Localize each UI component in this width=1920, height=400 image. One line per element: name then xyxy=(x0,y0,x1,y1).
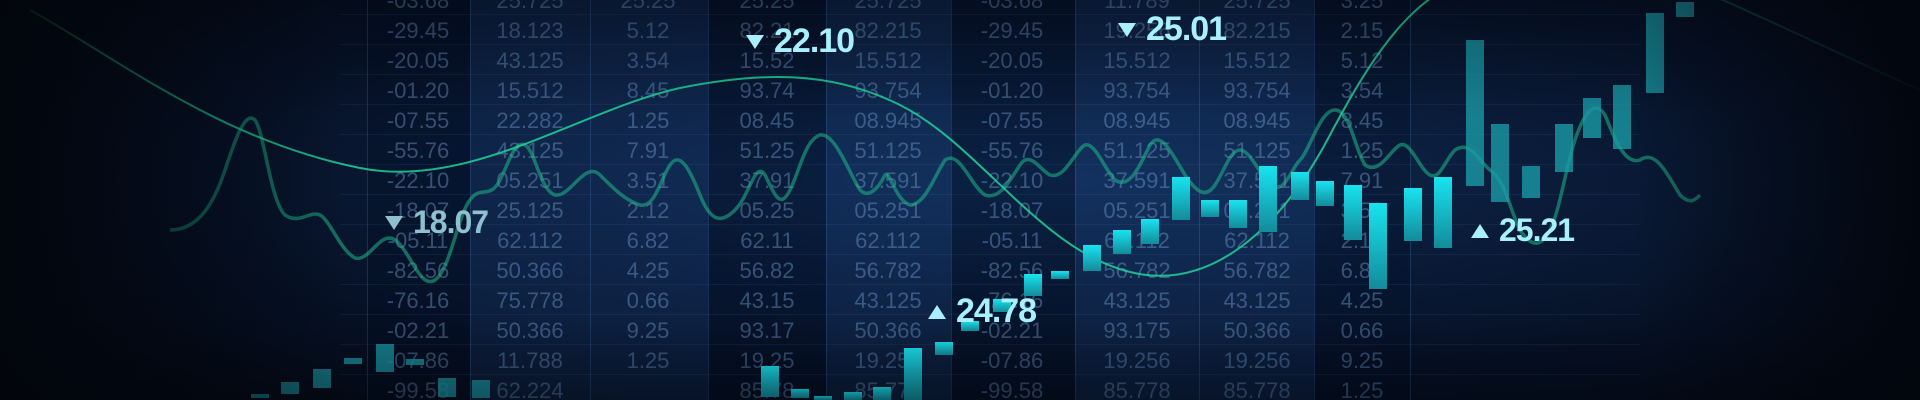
candle xyxy=(1291,172,1309,200)
candle xyxy=(844,392,862,400)
candle xyxy=(814,396,832,400)
up-triangle-icon xyxy=(1471,223,1489,238)
price-callout-value: 25.01 xyxy=(1146,10,1227,48)
candle xyxy=(1404,188,1422,241)
down-triangle-icon xyxy=(385,215,403,230)
candle xyxy=(406,359,424,365)
price-callout-value: 24.78 xyxy=(956,292,1037,330)
down-triangle-icon xyxy=(746,34,764,49)
trend-line-right xyxy=(1720,0,1920,91)
down-triangle-icon xyxy=(1118,22,1136,37)
candle xyxy=(281,382,299,394)
candle xyxy=(1229,200,1247,228)
candle xyxy=(1466,40,1484,186)
candle xyxy=(1646,13,1664,93)
price-callout-value: 25.21 xyxy=(1499,212,1575,248)
candle xyxy=(904,348,922,400)
candle xyxy=(1201,200,1219,217)
candle xyxy=(472,380,490,398)
candle xyxy=(1172,177,1190,220)
candle xyxy=(1522,166,1540,198)
candle xyxy=(1344,185,1362,240)
price-callout-value: 22.10 xyxy=(774,22,855,60)
candle xyxy=(1676,2,1694,17)
candle xyxy=(1434,177,1452,248)
candle xyxy=(1369,203,1387,289)
candle xyxy=(376,344,394,372)
price-callout: 22.10 xyxy=(746,22,855,61)
price-callout: 25.21 xyxy=(1471,212,1575,249)
candle xyxy=(1316,181,1334,206)
price-callout: 24.78 xyxy=(928,292,1037,331)
candle xyxy=(1141,219,1159,244)
candle xyxy=(1491,124,1509,202)
candle xyxy=(935,342,953,355)
candle xyxy=(1083,245,1101,271)
price-callout: 18.07 xyxy=(385,204,489,241)
candle xyxy=(1583,98,1601,138)
candle xyxy=(344,358,362,364)
candle xyxy=(1113,230,1131,254)
candle xyxy=(313,369,331,388)
price-callout: 25.01 xyxy=(1118,10,1227,49)
candle xyxy=(1555,124,1573,172)
candle xyxy=(873,387,891,400)
price-callout-value: 18.07 xyxy=(413,204,489,240)
candle xyxy=(251,394,269,398)
up-triangle-icon xyxy=(928,304,946,319)
candle xyxy=(1051,271,1069,279)
candle xyxy=(1259,166,1277,232)
candle xyxy=(1613,85,1631,149)
candle xyxy=(761,366,779,397)
candle xyxy=(791,389,809,398)
candle xyxy=(438,378,456,397)
